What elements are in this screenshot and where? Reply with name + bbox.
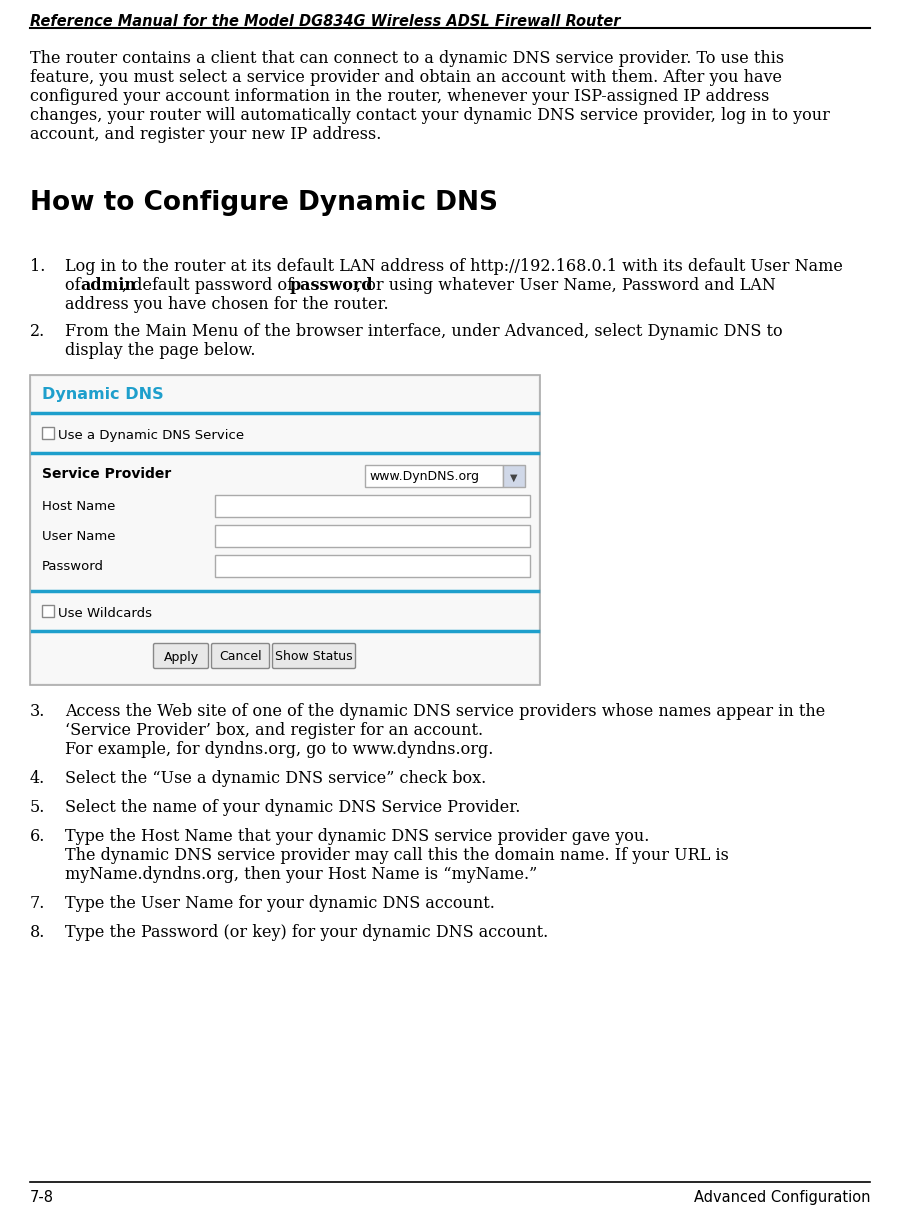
Text: of: of [65,277,86,294]
Text: The router contains a client that can connect to a dynamic DNS service provider.: The router contains a client that can co… [30,50,784,66]
Text: 8.: 8. [30,924,45,941]
Text: The dynamic DNS service provider may call this the domain name. If your URL is: The dynamic DNS service provider may cal… [65,847,729,864]
Text: , or using whatever User Name, Password and LAN: , or using whatever User Name, Password … [356,277,776,294]
Bar [32,377,538,683]
Text: 5.: 5. [30,798,45,815]
Text: How to Configure Dynamic DNS: How to Configure Dynamic DNS [30,190,498,216]
Bar [30,374,540,685]
Text: Password: Password [42,561,104,573]
Text: For example, for dyndns.org, go to www.dyndns.org.: For example, for dyndns.org, go to www.d… [65,741,494,757]
Text: configured your account information in the router, whenever your ISP-assigned IP: configured your account information in t… [30,88,769,105]
Bar [365,465,503,487]
Text: address you have chosen for the router.: address you have chosen for the router. [65,296,388,313]
Text: Use Wildcards: Use Wildcards [58,606,152,620]
Text: Access the Web site of one of the dynamic DNS service providers whose names appe: Access the Web site of one of the dynami… [65,703,825,720]
Text: feature, you must select a service provider and obtain an account with them. Aft: feature, you must select a service provi… [30,69,782,86]
Text: 2.: 2. [30,323,45,339]
Text: 6.: 6. [30,827,45,846]
Text: User Name: User Name [42,530,115,544]
Text: changes, your router will automatically contact your dynamic DNS service provide: changes, your router will automatically … [30,108,830,124]
Bar [42,605,54,617]
Text: 4.: 4. [30,769,45,786]
Text: ▼: ▼ [510,474,518,483]
Text: Select the name of your dynamic DNS Service Provider.: Select the name of your dynamic DNS Serv… [65,798,521,815]
Text: Type the User Name for your dynamic DNS account.: Type the User Name for your dynamic DNS … [65,895,495,912]
Text: From the Main Menu of the browser interface, under Advanced, select Dynamic DNS : From the Main Menu of the browser interf… [65,323,783,339]
Text: 1.: 1. [30,259,45,275]
Text: Host Name: Host Name [42,500,115,513]
Text: password: password [290,277,374,294]
Text: Type the Password (or key) for your dynamic DNS account.: Type the Password (or key) for your dyna… [65,924,548,941]
Text: Service Provider: Service Provider [42,467,171,481]
Text: account, and register your new IP address.: account, and register your new IP addres… [30,126,381,143]
Bar [42,426,54,439]
Text: Use a Dynamic DNS Service: Use a Dynamic DNS Service [58,429,244,442]
Text: Select the “Use a dynamic DNS service” check box.: Select the “Use a dynamic DNS service” c… [65,769,487,786]
Text: ‘Service Provider’ box, and register for an account.: ‘Service Provider’ box, and register for… [65,722,483,739]
Text: Show Status: Show Status [275,650,353,663]
Text: Cancel: Cancel [219,650,262,663]
Bar [215,525,530,547]
Text: Log in to the router at its default LAN address of http://192.168.0.1 with its d: Log in to the router at its default LAN … [65,259,842,275]
Text: Dynamic DNS: Dynamic DNS [42,387,164,402]
FancyBboxPatch shape [212,644,269,668]
Text: 7.: 7. [30,895,45,912]
FancyBboxPatch shape [272,644,356,668]
Text: Advanced Configuration: Advanced Configuration [694,1190,870,1206]
Text: 7-8: 7-8 [30,1190,54,1206]
Text: admin: admin [80,277,136,294]
Text: myName.dyndns.org, then your Host Name is “myName.”: myName.dyndns.org, then your Host Name i… [65,866,537,883]
Text: Reference Manual for the Model DG834G Wireless ADSL Firewall Router: Reference Manual for the Model DG834G Wi… [30,14,621,29]
Text: display the page below.: display the page below. [65,342,256,359]
Bar [215,495,530,517]
Bar [215,554,530,577]
Text: , default password of: , default password of [122,277,298,294]
FancyBboxPatch shape [153,644,208,668]
Bar [503,465,525,487]
Text: Apply: Apply [163,650,198,663]
Text: www.DynDNS.org: www.DynDNS.org [369,470,479,483]
Text: Type the Host Name that your dynamic DNS service provider gave you.: Type the Host Name that your dynamic DNS… [65,827,650,846]
Text: 3.: 3. [30,703,45,720]
